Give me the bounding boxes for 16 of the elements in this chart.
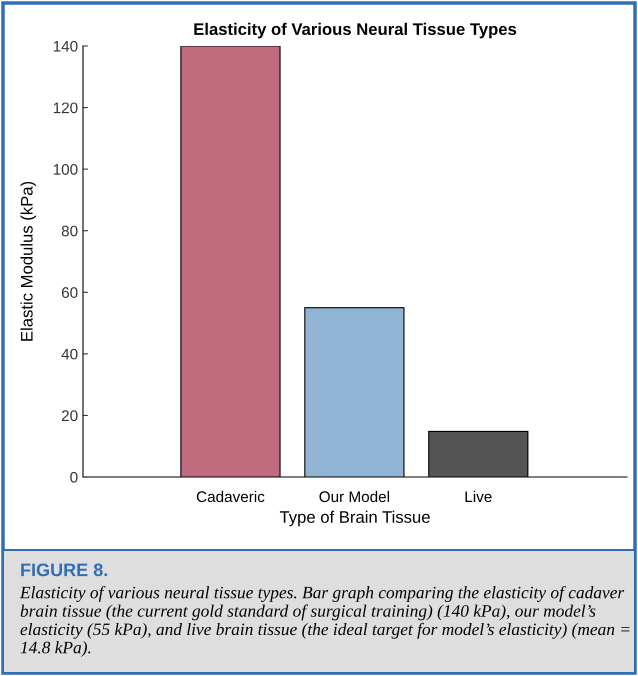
y-tick-label: 60 xyxy=(62,287,78,298)
y-tick-label: 80 xyxy=(62,226,78,236)
x-tick-label: Cadaveric xyxy=(196,490,264,502)
y-axis-title: Elastic Modulus (kPa) xyxy=(20,182,36,341)
x-tick-label: Live xyxy=(466,490,492,502)
y-tick-label: 120 xyxy=(54,102,78,114)
y-tick-label: 100 xyxy=(54,164,78,175)
y-tick-label: 20 xyxy=(62,410,78,422)
y-tick-label: 40 xyxy=(62,348,78,360)
x-tick-label: Our Model xyxy=(319,490,390,502)
y-tick-label: 140 xyxy=(54,40,78,52)
text: Elasticity of various neural tissue types. Bar graph comparing the elasticity of cadaver brain tissue (the current gold standard of surgical training) (140 kPa), our model’s elasticity (55 kPa), and live brain tissue (the ideal target for model’s elasticity) (mean = 14.8 kPa). xyxy=(20,586,630,657)
chart-title: Elasticity of Various Neural Tissue Types xyxy=(194,22,516,38)
y-tick-label: 0 xyxy=(70,472,78,483)
x-axis-title: Type of Brain Tissue xyxy=(280,510,430,526)
caption: FIGURE 8. xyxy=(21,563,108,576)
